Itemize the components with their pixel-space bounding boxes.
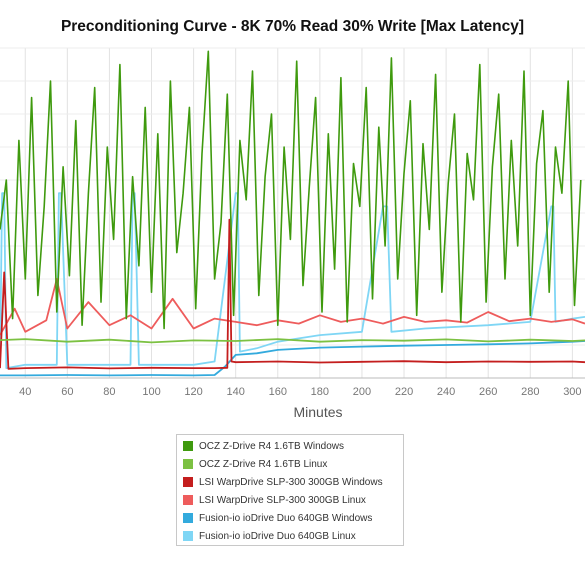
legend-swatch [183,441,193,451]
x-tick-label: 300 [563,386,581,398]
x-tick-label: 80 [103,386,115,398]
series-line-5 [0,192,585,370]
legend-entry: LSI WarpDrive SLP-300 300GB Linux [183,491,403,509]
legend-swatch [183,477,193,487]
x-tick-label: 240 [437,386,455,398]
legend-label: LSI WarpDrive SLP-300 300GB Linux [199,494,366,506]
x-tick-label: 280 [521,386,539,398]
legend-entry: Fusion-io ioDrive Duo 640GB Linux [183,527,403,545]
x-tick-labels: 40 60 80 100 120 140 160 180 200 220 240 260 280 300 [19,386,581,398]
x-tick-label: 260 [479,386,497,398]
x-tick-label: 60 [61,386,73,398]
x-tick-label: 220 [395,386,413,398]
legend-swatch [183,495,193,505]
series-line-3 [0,278,585,336]
series-line-0 [0,50,582,330]
series-line-1 [0,338,585,344]
legend-entry: LSI WarpDrive SLP-300 300GB Windows [183,473,403,491]
legend-label: Fusion-io ioDrive Duo 640GB Windows [199,512,373,524]
series-lines [0,50,585,377]
x-tick-label: 100 [142,386,160,398]
chart-title: Preconditioning Curve - 8K 70% Read 30% … [60,18,525,35]
legend-swatch [183,531,193,541]
legend-entry: Fusion-io ioDrive Duo 640GB Windows [183,509,403,527]
x-tick-label: 160 [269,386,287,398]
series-line-2 [0,218,585,370]
legend-entry: OCZ Z-Drive R4 1.6TB Windows [183,437,403,455]
legend-entry: OCZ Z-Drive R4 1.6TB Linux [183,455,403,473]
x-tick-label: 200 [353,386,371,398]
x-tick-label: 120 [184,386,202,398]
legend-swatch [183,459,193,469]
legend-label: Fusion-io ioDrive Duo 640GB Linux [199,530,356,542]
legend-label: OCZ Z-Drive R4 1.6TB Linux [199,458,328,470]
x-tick-label: 40 [19,386,31,398]
series-line-4 [0,340,585,377]
x-tick-label: 180 [311,386,329,398]
x-tick-label: 140 [227,386,245,398]
x-axis-label: Minutes [293,404,342,420]
chart-legend: OCZ Z-Drive R4 1.6TB Windows OCZ Z-Drive … [176,434,404,546]
legend-swatch [183,513,193,523]
legend-label: LSI WarpDrive SLP-300 300GB Windows [199,476,383,488]
legend-label: OCZ Z-Drive R4 1.6TB Windows [199,440,345,452]
